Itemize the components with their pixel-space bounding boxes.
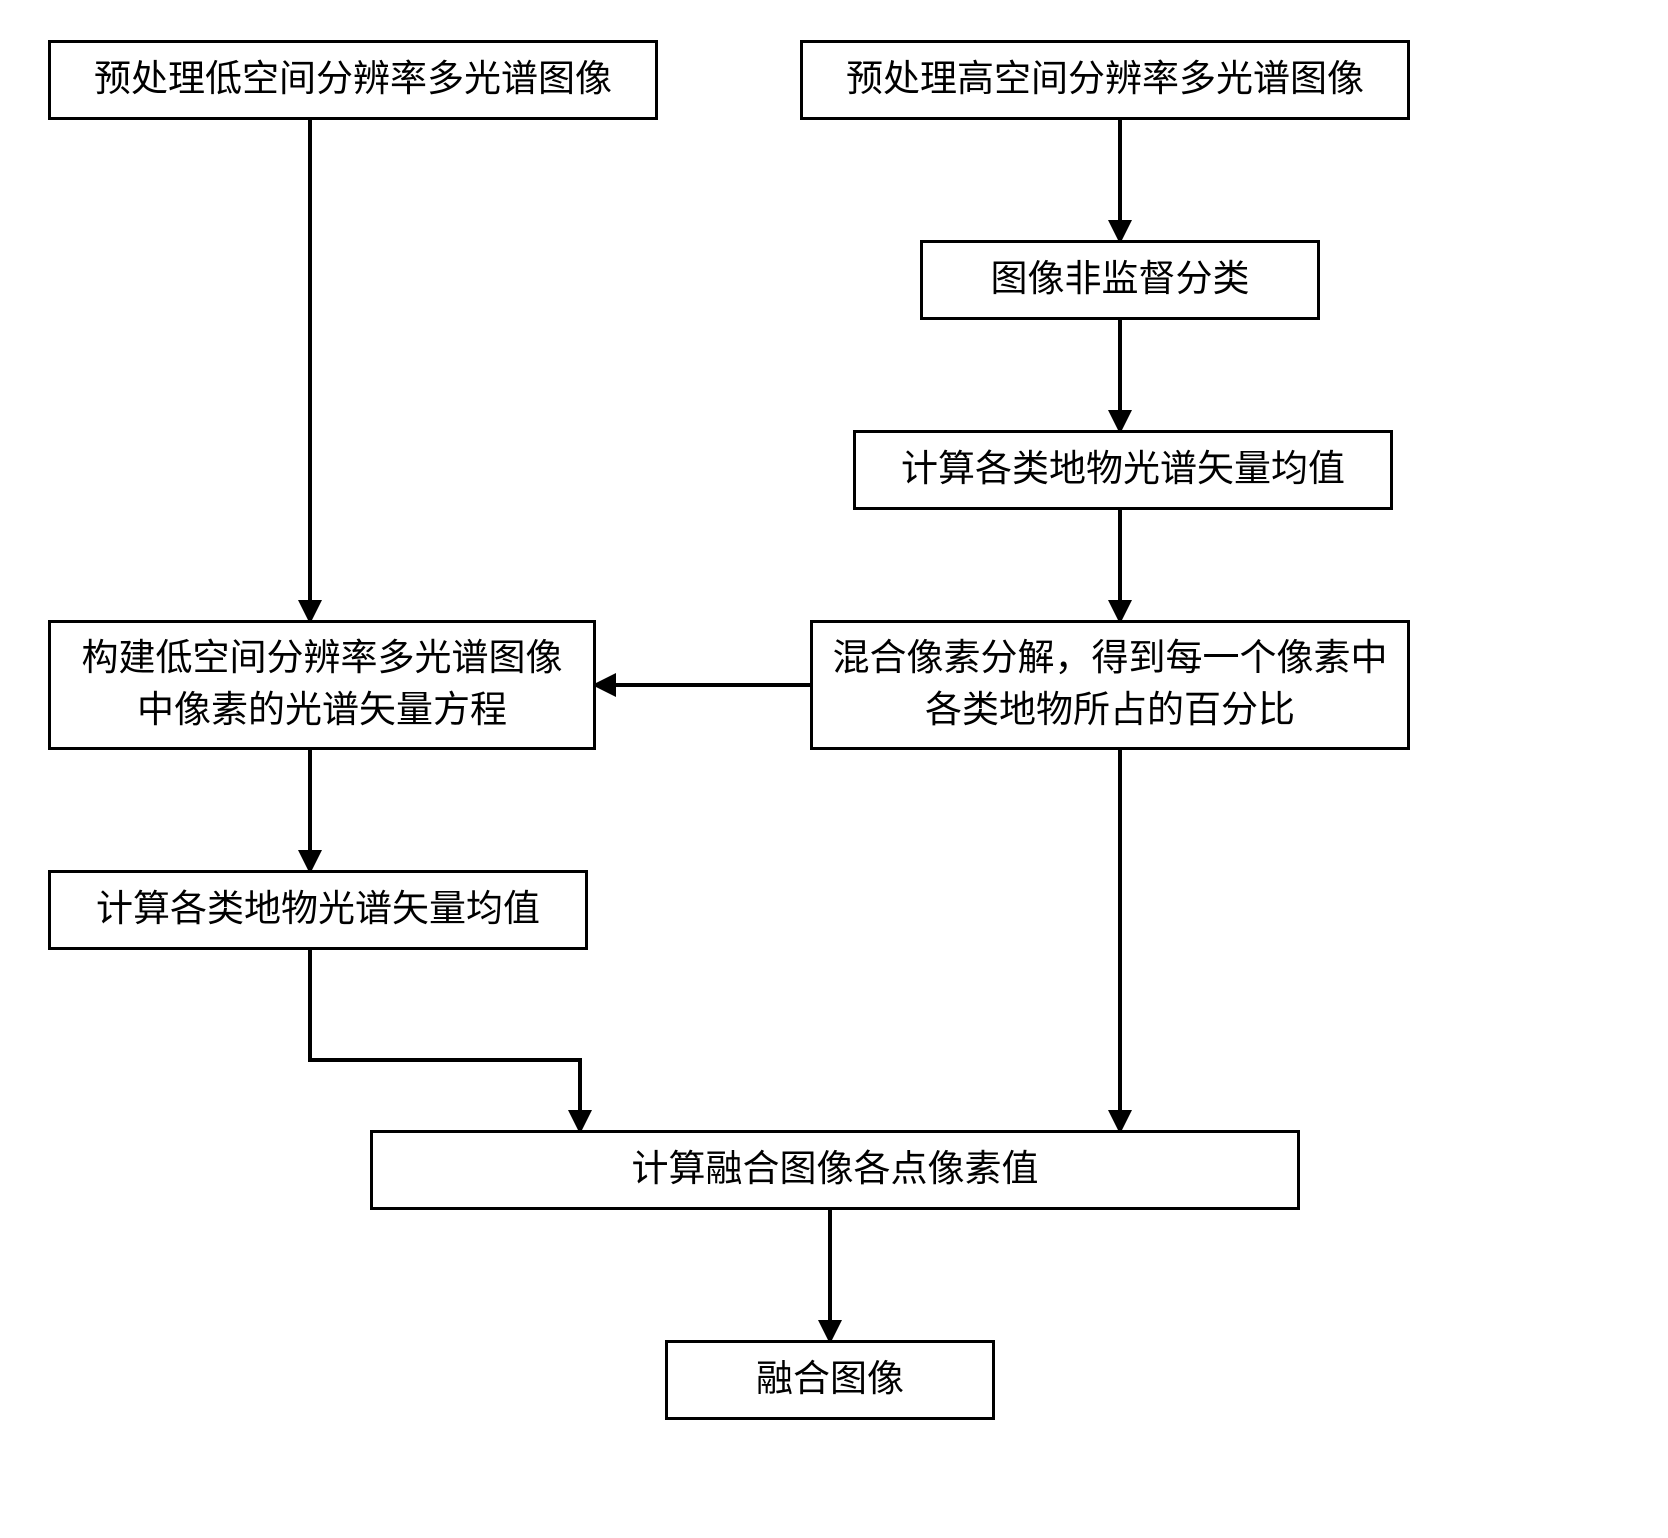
flowchart-node-n4: 计算各类地物光谱矢量均值 [853, 430, 1393, 510]
flowchart-node-n2: 预处理高空间分辨率多光谱图像 [800, 40, 1410, 120]
flowchart-node-n9: 融合图像 [665, 1340, 995, 1420]
flowchart-node-n8: 计算融合图像各点像素值 [370, 1130, 1300, 1210]
flowchart-node-n5: 构建低空间分辨率多光谱图像中像素的光谱矢量方程 [48, 620, 596, 750]
flowchart-node-n3: 图像非监督分类 [920, 240, 1320, 320]
flowchart-arrows [0, 0, 1668, 1538]
flowchart-node-n1: 预处理低空间分辨率多光谱图像 [48, 40, 658, 120]
flowchart-edge-n7-n8 [310, 950, 580, 1130]
flowchart-node-n6: 混合像素分解，得到每一个像素中各类地物所占的百分比 [810, 620, 1410, 750]
flowchart-node-n7: 计算各类地物光谱矢量均值 [48, 870, 588, 950]
